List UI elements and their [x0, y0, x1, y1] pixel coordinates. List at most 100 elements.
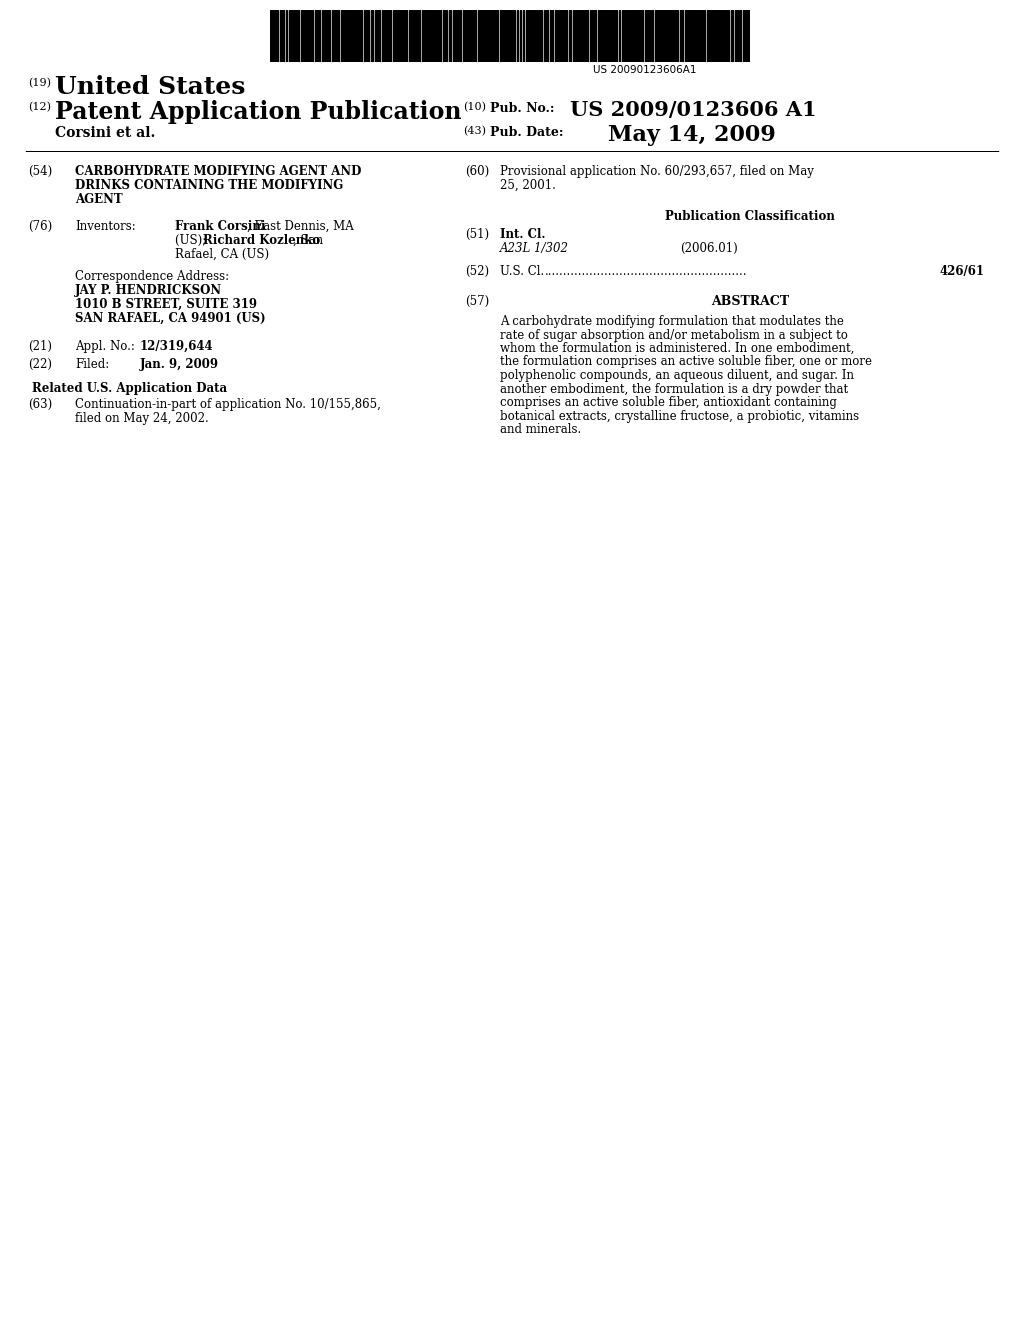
Bar: [357, 11, 359, 62]
Text: A carbohydrate modifying formulation that modulates the: A carbohydrate modifying formulation tha…: [500, 315, 844, 327]
Bar: [393, 11, 396, 62]
Text: DRINKS CONTAINING THE MODIFYING: DRINKS CONTAINING THE MODIFYING: [75, 180, 343, 191]
Text: (10): (10): [463, 102, 486, 112]
Bar: [336, 11, 339, 62]
Text: Jan. 9, 2009: Jan. 9, 2009: [140, 358, 219, 371]
Bar: [351, 11, 353, 62]
Bar: [668, 11, 670, 62]
Bar: [615, 11, 617, 62]
Text: whom the formulation is administered. In one embodiment,: whom the formulation is administered. In…: [500, 342, 854, 355]
Text: Related U.S. Application Data: Related U.S. Application Data: [33, 381, 227, 395]
Bar: [671, 11, 673, 62]
Text: 1010 B STREET, SUITE 319: 1010 B STREET, SUITE 319: [75, 298, 257, 312]
Text: , East Dennis, MA: , East Dennis, MA: [247, 220, 353, 234]
Text: (76): (76): [28, 220, 52, 234]
Text: A23L 1/302: A23L 1/302: [500, 242, 569, 255]
Bar: [531, 11, 534, 62]
Bar: [343, 11, 346, 62]
Bar: [569, 11, 571, 62]
Text: Continuation-in-part of application No. 10/155,865,: Continuation-in-part of application No. …: [75, 399, 381, 411]
Text: (52): (52): [465, 265, 489, 279]
Text: botanical extracts, crystalline fructose, a probiotic, vitamins: botanical extracts, crystalline fructose…: [500, 409, 859, 422]
Bar: [317, 11, 319, 62]
Bar: [406, 11, 407, 62]
Bar: [711, 11, 714, 62]
Text: (21): (21): [28, 341, 52, 352]
Bar: [463, 11, 466, 62]
Bar: [480, 11, 482, 62]
Bar: [354, 11, 356, 62]
Bar: [304, 11, 307, 62]
Bar: [550, 11, 553, 62]
Bar: [429, 11, 432, 62]
Text: Correspondence Address:: Correspondence Address:: [75, 271, 229, 282]
Text: CARBOHYDRATE MODIFYING AGENT AND: CARBOHYDRATE MODIFYING AGENT AND: [75, 165, 361, 178]
Bar: [435, 11, 437, 62]
Bar: [504, 11, 506, 62]
Bar: [301, 11, 303, 62]
Text: (12): (12): [28, 102, 51, 112]
Text: Frank Corsini: Frank Corsini: [175, 220, 265, 234]
Text: Filed:: Filed:: [75, 358, 110, 371]
Text: SAN RAFAEL, CA 94901 (US): SAN RAFAEL, CA 94901 (US): [75, 312, 265, 325]
Bar: [555, 11, 557, 62]
Bar: [500, 11, 503, 62]
Text: Pub. Date:: Pub. Date:: [490, 125, 563, 139]
Text: (54): (54): [28, 165, 52, 178]
Bar: [600, 11, 603, 62]
Bar: [513, 11, 515, 62]
Bar: [604, 11, 607, 62]
Bar: [526, 11, 528, 62]
Bar: [657, 11, 659, 62]
Bar: [719, 11, 721, 62]
Bar: [324, 11, 326, 62]
Text: (51): (51): [465, 228, 489, 242]
Text: US 2009/0123606 A1: US 2009/0123606 A1: [570, 100, 816, 120]
Bar: [426, 11, 428, 62]
Bar: [578, 11, 580, 62]
Bar: [727, 11, 729, 62]
Bar: [282, 11, 284, 62]
Bar: [489, 11, 492, 62]
Bar: [540, 11, 542, 62]
Bar: [594, 11, 596, 62]
Bar: [674, 11, 676, 62]
Text: another embodiment, the formulation is a dry powder that: another embodiment, the formulation is a…: [500, 383, 848, 396]
Text: ......................................................: ........................................…: [545, 265, 748, 279]
Text: (60): (60): [465, 165, 489, 178]
Bar: [660, 11, 663, 62]
Text: the formulation comprises an active soluble fiber, one or more: the formulation comprises an active solu…: [500, 355, 872, 368]
Text: (22): (22): [28, 358, 52, 371]
Bar: [564, 11, 567, 62]
Bar: [401, 11, 404, 62]
Text: United States: United States: [55, 75, 246, 99]
Bar: [449, 11, 451, 62]
Bar: [493, 11, 495, 62]
Text: Appl. No.:: Appl. No.:: [75, 341, 135, 352]
Bar: [641, 11, 643, 62]
Text: rate of sugar absorption and/or metabolism in a subject to: rate of sugar absorption and/or metaboli…: [500, 329, 848, 342]
Bar: [453, 11, 456, 62]
Bar: [731, 11, 733, 62]
Text: (63): (63): [28, 399, 52, 411]
Bar: [297, 11, 299, 62]
Bar: [389, 11, 391, 62]
Bar: [412, 11, 414, 62]
Text: (43): (43): [463, 125, 486, 136]
Text: Provisional application No. 60/293,657, filed on May: Provisional application No. 60/293,657, …: [500, 165, 814, 178]
Bar: [583, 11, 586, 62]
Bar: [496, 11, 498, 62]
Bar: [664, 11, 667, 62]
Bar: [560, 11, 563, 62]
Bar: [685, 11, 687, 62]
Bar: [724, 11, 726, 62]
Text: May 14, 2009: May 14, 2009: [608, 124, 776, 147]
Text: Int. Cl.: Int. Cl.: [500, 228, 546, 242]
Bar: [546, 11, 548, 62]
Bar: [739, 11, 741, 62]
Bar: [274, 11, 276, 62]
Text: 12/319,644: 12/319,644: [140, 341, 214, 352]
Bar: [347, 11, 350, 62]
Text: and minerals.: and minerals.: [500, 422, 582, 436]
Bar: [360, 11, 362, 62]
